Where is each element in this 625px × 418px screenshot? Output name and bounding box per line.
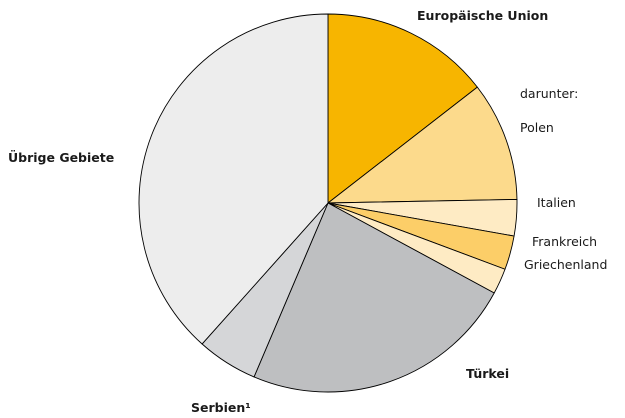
label-frankreich: Frankreich <box>532 234 597 249</box>
label-italien: Italien <box>537 195 576 210</box>
label-uebrige-gebiete: Übrige Gebiete <box>8 150 114 165</box>
slice-polen <box>327 86 518 204</box>
label-darunter: darunter: <box>520 86 578 101</box>
label-polen: Polen <box>520 120 554 135</box>
label-griechenland: Griechenland <box>524 257 607 272</box>
slice-eu-rest <box>327 13 478 204</box>
label-tuerkei: Türkei <box>466 366 509 381</box>
slice-tuerkei <box>253 202 495 393</box>
label-europaeische-union: Europäische Union <box>417 8 548 23</box>
pie-slices <box>138 13 518 393</box>
label-serbien: Serbien¹ <box>191 400 251 415</box>
slice-uebrige <box>138 13 329 345</box>
